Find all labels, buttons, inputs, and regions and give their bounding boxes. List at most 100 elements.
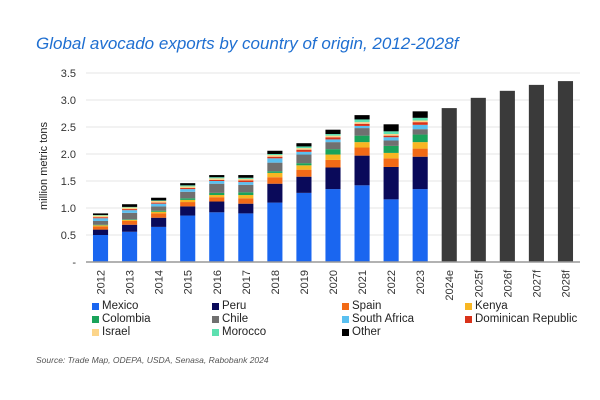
legend-swatch	[92, 302, 99, 310]
x-tick-label: 2020	[328, 270, 340, 294]
bar-chile	[180, 191, 196, 199]
bar-mexico	[383, 199, 399, 262]
bar-spain	[238, 198, 254, 204]
y-tick-label: -	[72, 257, 76, 269]
bar-dominican-republic	[209, 179, 225, 181]
bar-other	[267, 150, 283, 154]
legend-item: Mexico	[92, 300, 138, 312]
bar-chile	[209, 183, 225, 193]
bar-morocco	[325, 134, 341, 136]
bar-peru	[296, 176, 312, 193]
x-tick-label: 2025f	[473, 269, 485, 297]
bar-mexico	[296, 192, 312, 262]
x-tick-label: 2027f	[531, 269, 543, 297]
legend-item: Colombia	[92, 313, 151, 325]
bar-israel	[209, 178, 225, 180]
bar-dominican-republic	[92, 217, 109, 219]
bar-chile	[325, 142, 341, 150]
bar-kenya	[180, 199, 196, 203]
bar-mexico	[122, 231, 138, 262]
bar-dominican-republic	[412, 122, 428, 125]
y-tick-label: 2.5	[61, 122, 76, 134]
bar-spain	[412, 148, 428, 157]
bar-chile	[151, 206, 167, 211]
bar-spain	[383, 158, 399, 167]
bar-kenya	[412, 142, 428, 149]
bar-spain	[122, 220, 138, 225]
bar-colombia	[325, 149, 341, 155]
bar-dominican-republic	[296, 149, 312, 152]
legend-label: Other	[352, 326, 381, 338]
bar-south-africa	[383, 137, 399, 141]
bar-peru	[267, 183, 283, 203]
bar-chile	[412, 129, 428, 135]
bar-dominican-republic	[354, 123, 370, 126]
bar-peru	[325, 167, 341, 190]
bar-other	[151, 197, 167, 201]
legend-swatch	[342, 328, 349, 336]
bar-south-africa	[296, 151, 312, 155]
legend-swatch	[92, 328, 99, 336]
legend-item: Morocco	[212, 326, 266, 338]
bar-kenya	[354, 142, 370, 148]
legend-label: Colombia	[102, 313, 151, 325]
bar-morocco	[151, 200, 167, 201]
legend-swatch	[92, 315, 99, 323]
bar-kenya	[122, 219, 138, 221]
legend-item: Other	[342, 326, 381, 338]
bar-colombia	[238, 192, 254, 196]
bar-forecast-total	[470, 97, 486, 262]
y-tick-label: 0.5	[61, 230, 76, 242]
bar-south-africa	[92, 218, 109, 221]
bar-mexico	[92, 235, 109, 262]
bar-other	[209, 175, 225, 178]
bar-chile	[296, 154, 312, 164]
bar-morocco	[267, 154, 283, 156]
bar-israel	[238, 178, 254, 181]
bar-kenya	[383, 152, 399, 159]
bar-kenya	[325, 154, 341, 160]
bar-spain	[325, 159, 341, 168]
bar-israel	[354, 122, 370, 124]
bar-spain	[296, 169, 312, 177]
y-tick-label: 3.0	[61, 95, 76, 107]
y-tick-label: 1.0	[61, 203, 76, 215]
x-tick-label: 2028f	[560, 269, 572, 297]
bar-mexico	[151, 226, 167, 262]
x-tick-label: 2018	[270, 270, 282, 294]
bar-morocco	[180, 185, 196, 187]
legend-swatch	[212, 302, 219, 310]
bar-other	[92, 213, 109, 216]
bar-south-africa	[412, 124, 428, 130]
bar-peru	[151, 217, 167, 227]
source-note: Source: Trade Map, ODEPA, USDA, Senasa, …	[36, 355, 269, 365]
bar-colombia	[296, 163, 312, 166]
x-tick-label: 2023	[415, 270, 427, 294]
bar-south-africa	[151, 203, 167, 207]
legend-swatch	[465, 315, 472, 323]
legend-label: Mexico	[102, 300, 139, 312]
bar-south-africa	[238, 182, 254, 185]
bar-other	[296, 143, 312, 147]
bar-mexico	[354, 185, 370, 262]
legend-swatch	[212, 315, 219, 323]
bar-other	[325, 129, 341, 135]
bar-colombia	[122, 219, 138, 220]
bar-colombia	[267, 171, 283, 173]
bar-chile	[267, 162, 283, 172]
legend-swatch	[465, 302, 472, 310]
bar-morocco	[383, 131, 399, 135]
bar-forecast-total	[499, 90, 515, 262]
bar-dominican-republic	[325, 137, 341, 140]
bar-mexico	[238, 213, 254, 262]
y-tick-label: 1.5	[61, 176, 76, 188]
legend-item: South Africa	[342, 313, 414, 325]
bar-spain	[151, 213, 167, 218]
x-tick-label: 2012	[96, 270, 108, 294]
legend-item: Israel	[92, 326, 130, 338]
legend-item: Kenya	[465, 300, 508, 312]
legend-item: Peru	[212, 300, 246, 312]
bar-mexico	[267, 202, 283, 262]
x-tick-label: 2024e	[444, 270, 456, 301]
